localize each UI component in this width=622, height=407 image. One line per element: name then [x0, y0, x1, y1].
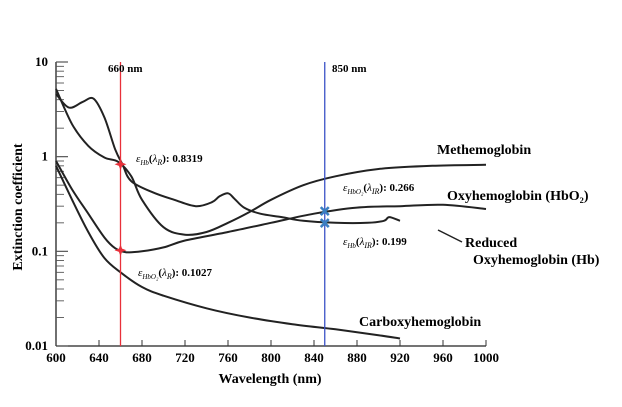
marker-star — [114, 158, 127, 171]
annotation-hbo2-ir-lambda: λ — [366, 182, 372, 194]
series-label-reduced-oxyhemoglobin: Oxyhemoglobin (Hb) — [473, 253, 600, 268]
annotation-hbo2-red-lambda: λ — [161, 267, 167, 279]
y-axis-title: Extinction coefficient — [11, 143, 26, 270]
annotation-hb-red-lsub: R — [156, 158, 162, 167]
x-tick-label: 920 — [390, 350, 410, 365]
annotation-hb-red-eps: ε — [136, 153, 141, 165]
y-tick-label: 0.01 — [25, 338, 48, 353]
x-tick-label: 880 — [347, 350, 367, 365]
annotation-hbo2-ir-lsub: IR — [371, 187, 380, 196]
annotation-hb-ir-value: : 0.199 — [376, 236, 408, 248]
x-tick-label: 1000 — [473, 350, 499, 365]
y-tick-label: 1 — [42, 149, 49, 164]
x-tick-label: 720 — [175, 350, 195, 365]
series-label-reduced: Reduced — [465, 236, 517, 251]
x-tick-label: 640 — [89, 350, 109, 365]
x-tick-label: 960 — [433, 350, 453, 365]
x-tick-label: 680 — [132, 350, 152, 365]
annotation-hbo2-red-eps: ε — [138, 267, 143, 279]
x-tick-label: 840 — [304, 350, 324, 365]
annotation-hb-ir-sub: Hb — [346, 242, 356, 250]
marker-star — [114, 244, 127, 257]
annotation-hbo2-red-sub: HbO₂ — [141, 273, 159, 281]
x-tick-label: 760 — [218, 350, 238, 365]
series-oxyhemoglobin — [55, 160, 487, 254]
annotation-hb-ir-lsub: IR — [363, 241, 372, 250]
annotation-hb-red: εHb(λR): 0.8319 — [136, 153, 203, 167]
annotation-hb-ir-eps: ε — [343, 236, 348, 248]
series-methemoglobin — [55, 93, 401, 225]
y-tick-label: 0.1 — [32, 243, 48, 258]
annotation-hbo2-ir-eps: ε — [343, 182, 348, 194]
series-carboxyhemoglobin — [55, 165, 401, 340]
x-tick-label: 600 — [46, 350, 66, 365]
annotation-hb-ir: εHb(λIR): 0.199 — [343, 236, 407, 250]
annotation-hbo2-red: εHbO₂(λR): 0.1027 — [138, 267, 213, 281]
annotation-hb-red-value: : 0.8319 — [166, 153, 203, 165]
annotation-hb-red-sub: Hb — [139, 159, 149, 167]
x-tick-label: 800 — [261, 350, 281, 365]
reduced-label-leader — [437, 229, 463, 243]
series-label-carboxyhemoglobin: Carboxyhemoglobin — [359, 315, 481, 330]
annotation-hbo2-red-lsub: R — [166, 272, 172, 281]
marker-cross — [319, 218, 330, 228]
y-tick-label: 10 — [35, 54, 48, 69]
series-label-oxyhemoglobin: Oxyhemoglobin (HbO₂) — [447, 189, 589, 204]
series-label-methemoglobin: Methemoglobin — [437, 143, 531, 158]
annotation-hbo2-red-value: : 0.1027 — [175, 267, 212, 279]
series-reduced-hemoglobin — [55, 88, 487, 236]
vline-label-850: 850 nm — [332, 63, 367, 75]
annotation-hbo2-ir: εHbO₂(λIR): 0.266 — [343, 182, 415, 196]
annotation-hbo2-ir-value: : 0.266 — [383, 182, 415, 194]
x-axis-title: Wavelength (nm) — [218, 372, 321, 387]
vline-label-660: 660 nm — [108, 63, 143, 75]
annotation-hb-red-lambda: λ — [152, 153, 158, 165]
marker-cross — [319, 206, 330, 217]
annotation-hbo2-ir-sub: HbO₂ — [346, 188, 364, 196]
annotation-hb-ir-lambda: λ — [359, 236, 365, 248]
